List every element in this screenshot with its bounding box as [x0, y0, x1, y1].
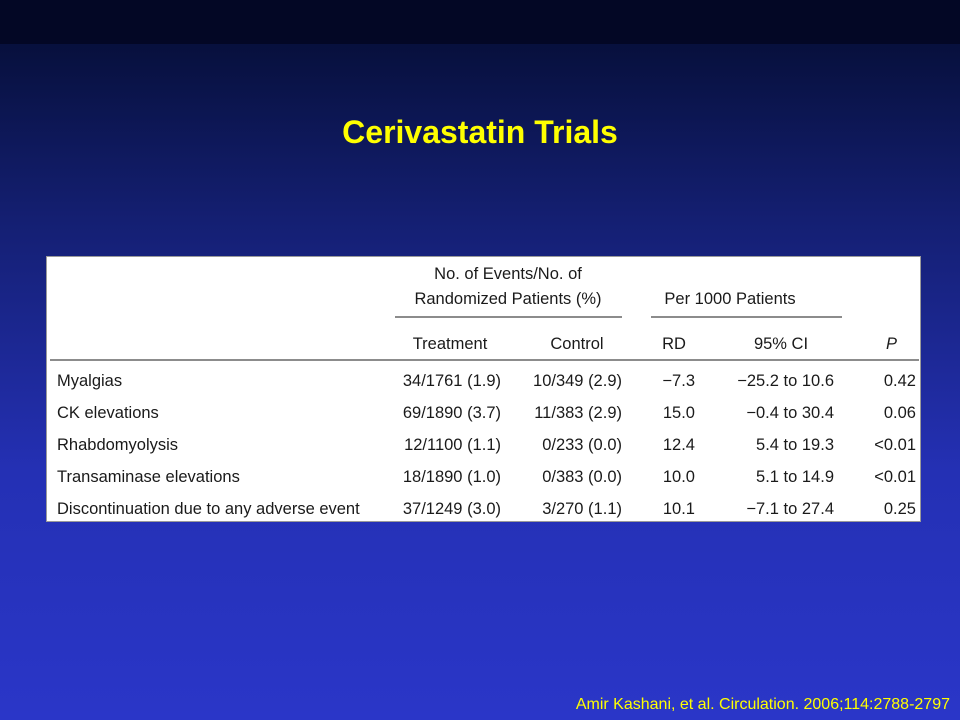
cell-control: 0/233 (0.0) [542, 436, 622, 454]
cell-ci: 5.4 to 19.3 [756, 436, 834, 454]
header-events-line1: No. of Events/No. of [434, 265, 582, 283]
row-label: CK elevations [57, 404, 159, 422]
cell-treatment: 69/1890 (3.7) [403, 404, 501, 422]
row-label: Discontinuation due to any adverse event [57, 500, 360, 518]
cell-rd: 10.1 [663, 500, 695, 518]
results-table: No. of Events/No. of Randomized Patients… [46, 256, 921, 522]
col-header-treatment: Treatment [413, 335, 488, 353]
col-header-ci: 95% CI [754, 335, 808, 353]
cell-p: 0.25 [884, 500, 916, 518]
cell-rd: 10.0 [663, 468, 695, 486]
cell-p: 0.42 [884, 372, 916, 390]
header-events-line2: Randomized Patients (%) [414, 290, 601, 308]
cell-p: <0.01 [874, 436, 916, 454]
cell-p: 0.06 [884, 404, 916, 422]
header-per-1000: Per 1000 Patients [664, 290, 795, 308]
citation: Amir Kashani, et al. Circulation. 2006;1… [575, 696, 950, 713]
cell-treatment: 34/1761 (1.9) [403, 372, 501, 390]
cell-ci: −25.2 to 10.6 [737, 372, 834, 390]
col-header-control: Control [550, 335, 603, 353]
cell-ci: −0.4 to 30.4 [746, 404, 834, 422]
col-header-rd: RD [662, 335, 686, 353]
slide-title: Cerivastatin Trials [342, 114, 618, 150]
cell-p: <0.01 [874, 468, 916, 486]
cell-ci: 5.1 to 14.9 [756, 468, 834, 486]
cell-rd: 15.0 [663, 404, 695, 422]
col-header-p: P [886, 335, 897, 353]
row-label: Transaminase elevations [57, 468, 240, 486]
cell-control: 11/383 (2.9) [534, 404, 622, 422]
row-label: Myalgias [57, 372, 122, 390]
cell-treatment: 37/1249 (3.0) [403, 500, 501, 518]
cell-control: 0/383 (0.0) [542, 468, 622, 486]
row-label: Rhabdomyolysis [57, 436, 178, 454]
cell-ci: −7.1 to 27.4 [746, 500, 834, 518]
top-bar [0, 0, 960, 44]
cell-control: 10/349 (2.9) [533, 372, 622, 390]
cell-treatment: 12/1100 (1.1) [404, 436, 501, 454]
cell-treatment: 18/1890 (1.0) [403, 468, 501, 486]
cell-control: 3/270 (1.1) [542, 500, 622, 518]
results-table-svg: No. of Events/No. of Randomized Patients… [50, 265, 919, 518]
cell-rd: −7.3 [662, 372, 695, 390]
cell-rd: 12.4 [663, 436, 695, 454]
